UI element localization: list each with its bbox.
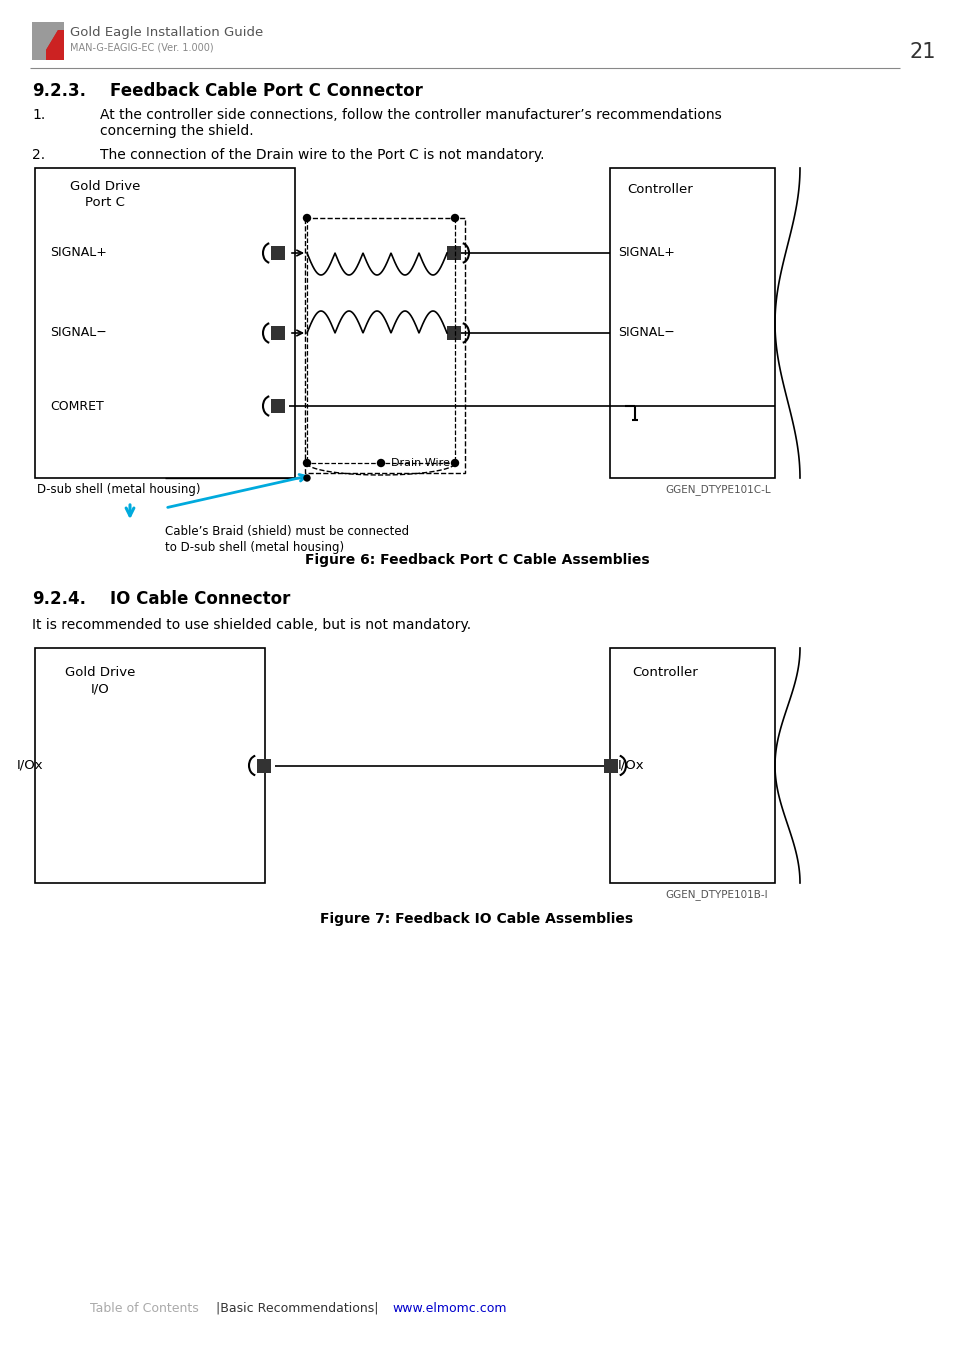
Text: 1.: 1.: [32, 108, 45, 122]
Text: Gold Drive: Gold Drive: [65, 666, 135, 679]
Polygon shape: [46, 30, 64, 59]
Bar: [35, 167, 294, 478]
Text: Figure 7: Feedback IO Cable Assemblies: Figure 7: Feedback IO Cable Assemblies: [320, 913, 633, 926]
Polygon shape: [32, 22, 64, 59]
Bar: [609, 648, 774, 883]
Text: I/Ox: I/Ox: [16, 759, 43, 772]
Text: Controller: Controller: [626, 184, 692, 196]
Bar: [603, 759, 618, 772]
Text: At the controller side connections, follow the controller manufacturer’s recomme: At the controller side connections, foll…: [100, 108, 721, 122]
Bar: [447, 325, 460, 340]
Text: COMRET: COMRET: [50, 400, 104, 413]
Text: Port C: Port C: [85, 196, 125, 209]
Text: I/Ox: I/Ox: [618, 759, 644, 772]
Circle shape: [377, 459, 384, 467]
Text: The connection of the Drain wire to the Port C is not mandatory.: The connection of the Drain wire to the …: [100, 148, 544, 162]
Text: 21: 21: [909, 42, 936, 62]
Text: SIGNAL−: SIGNAL−: [618, 327, 674, 339]
Text: concerning the shield.: concerning the shield.: [100, 124, 253, 138]
Bar: [271, 400, 285, 413]
Bar: [447, 246, 460, 261]
Text: to D-sub shell (metal housing): to D-sub shell (metal housing): [165, 541, 344, 555]
Polygon shape: [46, 30, 58, 50]
Text: 2.: 2.: [32, 148, 45, 162]
Bar: [271, 246, 285, 261]
Text: I/O: I/O: [91, 683, 110, 697]
Text: GGEN_DTYPE101C-L: GGEN_DTYPE101C-L: [664, 485, 770, 495]
Text: |Basic Recommendations|: |Basic Recommendations|: [208, 1301, 378, 1315]
Text: Feedback Cable Port C Connector: Feedback Cable Port C Connector: [110, 82, 422, 100]
Text: Table of Contents: Table of Contents: [90, 1301, 198, 1315]
Text: Gold Drive: Gold Drive: [70, 180, 140, 193]
Text: Figure 6: Feedback Port C Cable Assemblies: Figure 6: Feedback Port C Cable Assembli…: [304, 554, 649, 567]
Polygon shape: [46, 30, 64, 59]
Bar: [271, 325, 285, 340]
Circle shape: [451, 215, 458, 221]
Text: D-sub shell (metal housing): D-sub shell (metal housing): [37, 483, 200, 497]
Text: Cable’s Braid (shield) must be connected: Cable’s Braid (shield) must be connected: [165, 525, 409, 539]
Text: MAN-G-EAGIG-EC (Ver. 1.000): MAN-G-EAGIG-EC (Ver. 1.000): [70, 42, 213, 53]
Text: Gold Eagle Installation Guide: Gold Eagle Installation Guide: [70, 26, 263, 39]
Text: It is recommended to use shielded cable, but is not mandatory.: It is recommended to use shielded cable,…: [32, 618, 471, 632]
Circle shape: [303, 215, 310, 221]
Bar: [609, 167, 774, 478]
Text: SIGNAL+: SIGNAL+: [50, 247, 107, 259]
Circle shape: [304, 475, 310, 481]
Text: 9.2.3.: 9.2.3.: [32, 82, 86, 100]
Text: GGEN_DTYPE101B-I: GGEN_DTYPE101B-I: [664, 890, 767, 900]
Text: IO Cable Connector: IO Cable Connector: [110, 590, 290, 608]
Bar: [35, 648, 265, 883]
Text: SIGNAL−: SIGNAL−: [50, 327, 107, 339]
Text: Controller: Controller: [632, 666, 698, 679]
Circle shape: [303, 459, 310, 467]
Bar: [305, 217, 464, 472]
Bar: [256, 759, 271, 772]
Text: SIGNAL+: SIGNAL+: [618, 247, 674, 259]
Circle shape: [451, 459, 458, 467]
Text: 9.2.4.: 9.2.4.: [32, 590, 86, 608]
Text: Drain Wire: Drain Wire: [391, 458, 450, 468]
Text: www.elmomc.com: www.elmomc.com: [392, 1301, 506, 1315]
